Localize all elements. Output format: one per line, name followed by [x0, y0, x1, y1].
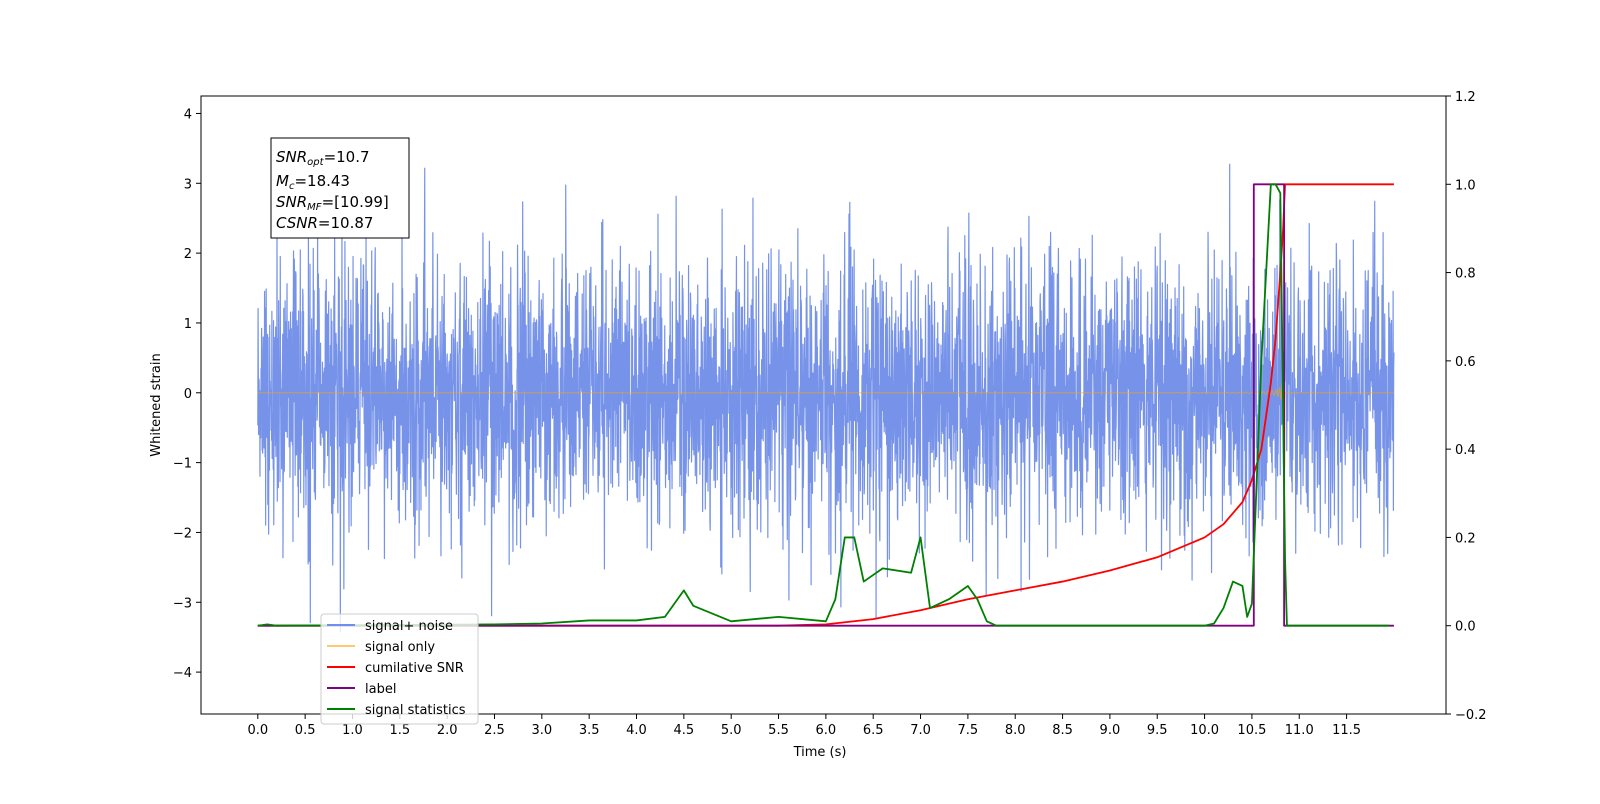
x-tick-label: 2.5 — [484, 723, 505, 738]
legend-entry-signal-noise: signal+ noise — [327, 619, 453, 634]
x-tick-label: 1.0 — [342, 723, 363, 738]
x-tick-label: 11.5 — [1332, 723, 1361, 738]
y-tick-label: −1 — [173, 457, 192, 472]
y-tick-label: −4 — [173, 666, 192, 681]
x-tick-label: 6.5 — [863, 723, 884, 738]
y2-tick-label: 0.6 — [1455, 355, 1476, 370]
y-axis-left: 4 3 2 1 0 −1 −2 −3 −4 — [173, 107, 201, 681]
x-tick-label: 7.0 — [910, 723, 931, 738]
y-axis-right: 1.2 1.0 0.8 0.6 0.4 0.2 0.0 −0.2 — [1446, 90, 1487, 723]
x-tick-label: 10.0 — [1190, 723, 1219, 738]
legend: signal+ noise signal only cumilative SNR… — [320, 613, 479, 725]
x-tick-label: 9.5 — [1147, 723, 1168, 738]
x-tick-label: 8.5 — [1052, 723, 1073, 738]
x-tick-label: 0.5 — [295, 723, 316, 738]
y-tick-label: −3 — [173, 596, 192, 611]
y2-tick-label: 0.8 — [1455, 267, 1476, 282]
legend-entry-signal-only: signal only — [327, 640, 435, 655]
x-tick-label: 6.0 — [816, 723, 837, 738]
x-tick-label: 1.5 — [389, 723, 410, 738]
y2-tick-label: 0.4 — [1455, 443, 1476, 458]
series-layer — [257, 163, 1395, 633]
annotation-snr-opt: SNRopt=10.7 — [276, 148, 370, 168]
legend-entry-cumulative-snr: cumilative SNR — [327, 661, 464, 676]
annotation-box: SNRopt=10.7 Mc=18.43 SNRMF=[10.99] CSNR=… — [270, 137, 410, 239]
legend-label-cumulative-snr: cumilative SNR — [365, 661, 464, 676]
annotation-csnr: CSNR=10.87 — [276, 214, 373, 232]
x-tick-label: 4.0 — [626, 723, 647, 738]
y2-tick-label: 0.0 — [1455, 620, 1476, 635]
x-axis: 0.0 0.5 1.0 1.5 2.0 2.5 3.0 3.5 4.0 4.5 5.0 5.5 6.0 6… — [247, 714, 1361, 738]
y-axis-label: Whitened strain — [149, 353, 164, 456]
x-axis-label: Time (s) — [793, 745, 847, 760]
x-tick-label: 9.0 — [1100, 723, 1121, 738]
y-tick-label: 0 — [184, 387, 192, 402]
x-tick-label: 4.5 — [674, 723, 695, 738]
y2-tick-label: 1.0 — [1455, 178, 1476, 193]
y2-tick-label: −0.2 — [1455, 708, 1487, 723]
x-tick-label: 5.5 — [768, 723, 789, 738]
legend-frame — [320, 613, 479, 725]
annotation-chirp-mass: Mc=18.43 — [276, 172, 350, 192]
y-tick-label: 1 — [184, 317, 192, 332]
x-tick-label: 2.0 — [437, 723, 458, 738]
x-tick-label: 0.0 — [247, 723, 268, 738]
legend-entry-signal-statistics: signal statistics — [327, 703, 466, 718]
x-tick-label: 8.0 — [1005, 723, 1026, 738]
annotation-frame — [270, 137, 410, 239]
y2-tick-label: 0.2 — [1455, 531, 1476, 546]
x-tick-label: 3.5 — [579, 723, 600, 738]
y-tick-label: 3 — [184, 177, 192, 192]
x-tick-label: 7.5 — [958, 723, 979, 738]
legend-label-signal-noise: signal+ noise — [365, 619, 453, 634]
series-signal-only — [257, 361, 1394, 469]
x-tick-label: 5.0 — [721, 723, 742, 738]
series-signal-noise — [257, 163, 1395, 633]
legend-label-signal-only: signal only — [365, 640, 435, 655]
legend-label-label: label — [365, 682, 396, 697]
y-tick-label: −2 — [173, 526, 192, 541]
y-tick-label: 4 — [184, 107, 192, 122]
series-cumilative-snr — [257, 183, 1394, 627]
y2-tick-label: 1.2 — [1455, 90, 1476, 105]
annotation-snr-mf: SNRMF=[10.99] — [276, 193, 389, 213]
y-tick-label: 2 — [184, 247, 192, 262]
legend-label-signal-statistics: signal statistics — [365, 703, 466, 718]
x-tick-label: 3.0 — [531, 723, 552, 738]
x-tick-label: 11.0 — [1285, 723, 1314, 738]
x-tick-label: 10.5 — [1237, 723, 1266, 738]
series-signal-statistics — [257, 183, 1390, 627]
legend-entry-label: label — [327, 682, 396, 697]
plot-frame — [200, 95, 1447, 715]
